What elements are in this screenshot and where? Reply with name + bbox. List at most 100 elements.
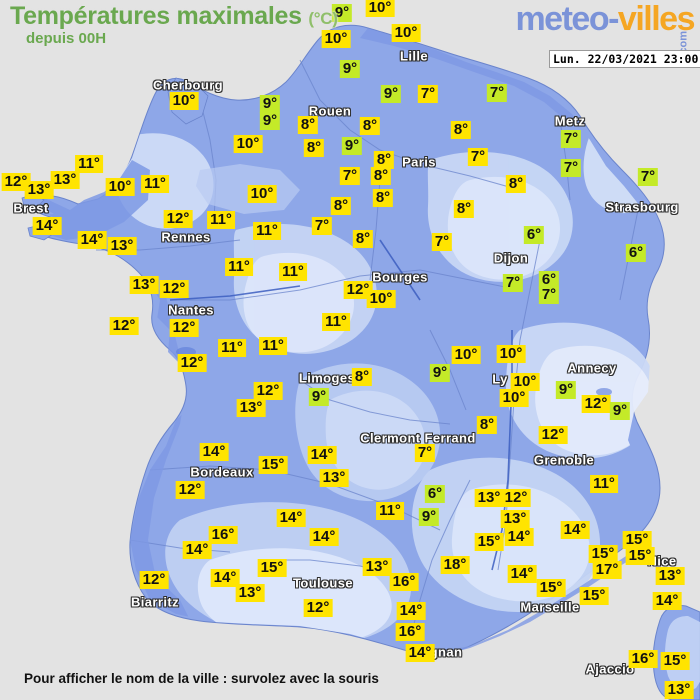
temperature-chip[interactable]: 8° [453,200,475,218]
temperature-chip[interactable]: 10° [451,346,481,364]
temperature-chip[interactable]: 14° [199,443,229,461]
temperature-chip[interactable]: 9° [555,381,577,399]
temperature-chip[interactable]: 15° [258,456,288,474]
temperature-chip[interactable]: 14° [405,644,435,662]
temperature-chip[interactable]: 12° [538,426,568,444]
temperature-chip[interactable]: 13° [664,681,694,699]
temperature-chip[interactable]: 14° [396,602,426,620]
temperature-chip[interactable]: 10° [105,178,135,196]
temperature-chip[interactable]: 7° [538,286,560,304]
temperature-chip[interactable]: 9° [331,4,353,22]
temperature-chip[interactable]: 11° [322,313,350,331]
temperature-chip[interactable]: 7° [431,233,453,251]
temperature-chip[interactable]: 9° [380,85,402,103]
temperature-chip[interactable]: 14° [77,231,107,249]
temperature-chip[interactable]: 12° [343,281,373,299]
temperature-chip[interactable]: 18° [440,556,470,574]
temperature-chip[interactable]: 11° [590,475,618,493]
temperature-chip[interactable]: 12° [139,571,169,589]
temperature-chip[interactable]: 13° [24,181,54,199]
temperature-chip[interactable]: 8° [373,151,395,169]
temperature-chip[interactable]: 7° [560,130,582,148]
temperature-chip[interactable]: 7° [637,168,659,186]
temperature-chip[interactable]: 11° [225,258,253,276]
temperature-chip[interactable]: 16° [389,573,419,591]
temperature-chip[interactable]: 8° [370,167,392,185]
meteo-villes-logo[interactable]: meteo-villes .com [515,2,695,57]
temperature-chip[interactable]: 7° [311,217,333,235]
temperature-chip[interactable]: 12° [163,210,193,228]
temperature-chip[interactable]: 12° [177,354,207,372]
temperature-chip[interactable]: 12° [169,319,199,337]
temperature-chip[interactable]: 6° [625,244,647,262]
temperature-chip[interactable]: 6° [538,271,560,289]
temperature-chip[interactable]: 9° [429,364,451,382]
temperature-chip[interactable]: 11° [218,339,246,357]
temperature-chip[interactable]: 15° [536,579,566,597]
temperature-chip[interactable]: 8° [372,189,394,207]
temperature-chip[interactable]: 14° [652,592,682,610]
temperature-chip[interactable]: 14° [307,446,337,464]
temperature-chip[interactable]: 12° [581,395,611,413]
temperature-chip[interactable]: 13° [107,237,137,255]
temperature-chip[interactable]: 10° [366,290,396,308]
temperature-chip[interactable]: 8° [505,175,527,193]
temperature-chip[interactable]: 14° [276,509,306,527]
temperature-chip[interactable]: 10° [233,135,263,153]
temperature-chip[interactable]: 10° [496,345,526,363]
temperature-chip[interactable]: 9° [341,137,363,155]
temperature-chip[interactable]: 15° [257,559,287,577]
temperature-chip[interactable]: 15° [474,533,504,551]
temperature-chip[interactable]: 17° [592,561,622,579]
temperature-chip[interactable]: 13° [319,469,349,487]
temperature-chip[interactable]: 16° [208,526,238,544]
temperature-chip[interactable]: 12° [501,489,531,507]
temperature-chip[interactable]: 14° [182,541,212,559]
temperature-chip[interactable]: 11° [141,175,169,193]
temperature-chip[interactable]: 8° [352,230,374,248]
temperature-chip[interactable]: 9° [339,60,361,78]
temperature-chip[interactable]: 15° [588,545,618,563]
temperature-chip[interactable]: 13° [129,276,159,294]
temperature-chip[interactable]: 11° [207,211,235,229]
temperature-chip[interactable]: 16° [395,623,425,641]
temperature-chip[interactable]: 8° [359,117,381,135]
temperature-chip[interactable]: 10° [499,389,529,407]
temperature-chip[interactable]: 10° [391,24,421,42]
temperature-chip[interactable]: 7° [486,84,508,102]
temperature-chip[interactable]: 9° [308,388,330,406]
temperature-chip[interactable]: 8° [450,121,472,139]
temperature-chip[interactable]: 13° [362,558,392,576]
temperature-chip[interactable]: 14° [210,569,240,587]
temperature-chip[interactable]: 7° [417,85,439,103]
temperature-chip[interactable]: 12° [175,481,205,499]
temperature-chip[interactable]: 8° [303,139,325,157]
temperature-chip[interactable]: 6° [523,226,545,244]
temperature-chip[interactable]: 10° [247,185,277,203]
temperature-chip[interactable]: 12° [159,280,189,298]
temperature-chip[interactable]: 9° [259,95,281,113]
temperature-chip[interactable]: 11° [259,337,287,355]
temperature-chip[interactable]: 8° [297,116,319,134]
temperature-chip[interactable]: 6° [424,485,446,503]
temperature-chip[interactable]: 12° [1,173,31,191]
temperature-chip[interactable]: 11° [279,263,307,281]
temperature-chip[interactable]: 8° [330,197,352,215]
temperature-chip[interactable]: 9° [259,112,281,130]
temperature-chip[interactable]: 13° [50,171,80,189]
temperature-chip[interactable]: 10° [510,373,540,391]
temperature-chip[interactable]: 11° [253,222,281,240]
temperature-chip[interactable]: 11° [75,155,103,173]
temperature-chip[interactable]: 13° [500,510,530,528]
temperature-chip[interactable]: 13° [474,489,504,507]
temperature-chip[interactable]: 7° [560,159,582,177]
temperature-chip[interactable]: 10° [169,92,199,110]
temperature-chip[interactable]: 14° [32,217,62,235]
temperature-chip[interactable]: 16° [628,650,658,668]
temperature-chip[interactable]: 15° [622,531,652,549]
temperature-chip[interactable]: 15° [660,652,690,670]
temperature-chip[interactable]: 14° [504,528,534,546]
temperature-chip[interactable]: 7° [339,167,361,185]
temperature-chip[interactable]: 9° [418,508,440,526]
temperature-chip[interactable]: 7° [467,148,489,166]
